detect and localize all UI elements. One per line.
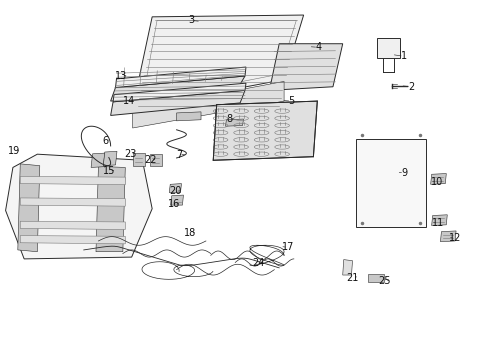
- Text: 6: 6: [103, 136, 109, 145]
- Polygon shape: [169, 184, 181, 193]
- Text: 20: 20: [169, 186, 181, 197]
- Polygon shape: [368, 274, 384, 282]
- Circle shape: [388, 143, 394, 147]
- Text: 17: 17: [282, 242, 294, 252]
- Text: 2: 2: [408, 82, 414, 92]
- Polygon shape: [216, 108, 240, 117]
- Text: 9: 9: [401, 168, 407, 178]
- Text: 15: 15: [103, 166, 115, 176]
- Text: 24: 24: [252, 258, 265, 268]
- Polygon shape: [213, 101, 318, 160]
- Polygon shape: [113, 83, 246, 102]
- Polygon shape: [20, 235, 125, 244]
- Polygon shape: [116, 67, 246, 87]
- Polygon shape: [150, 154, 162, 166]
- Text: 10: 10: [431, 177, 443, 187]
- FancyBboxPatch shape: [362, 166, 405, 206]
- Polygon shape: [171, 195, 183, 205]
- Text: 19: 19: [8, 146, 21, 156]
- Polygon shape: [133, 81, 284, 128]
- Polygon shape: [111, 76, 245, 101]
- Polygon shape: [20, 176, 125, 185]
- Polygon shape: [20, 198, 125, 206]
- Polygon shape: [91, 153, 105, 167]
- Text: 18: 18: [184, 228, 196, 238]
- Polygon shape: [356, 139, 426, 226]
- Polygon shape: [20, 221, 125, 229]
- Text: 21: 21: [346, 273, 359, 283]
- Text: 12: 12: [449, 233, 461, 243]
- Polygon shape: [103, 151, 117, 166]
- Polygon shape: [111, 90, 245, 116]
- Text: 7: 7: [176, 150, 182, 160]
- Text: 11: 11: [432, 218, 444, 228]
- Text: 25: 25: [378, 276, 391, 286]
- Polygon shape: [176, 112, 201, 121]
- Polygon shape: [377, 39, 400, 58]
- Text: 14: 14: [122, 96, 135, 106]
- Text: 22: 22: [145, 155, 157, 165]
- Polygon shape: [431, 174, 446, 184]
- Polygon shape: [5, 154, 152, 259]
- Text: 4: 4: [315, 42, 321, 52]
- Circle shape: [388, 218, 394, 222]
- Polygon shape: [18, 164, 40, 252]
- Polygon shape: [270, 44, 343, 90]
- Polygon shape: [133, 153, 145, 166]
- Polygon shape: [96, 166, 125, 252]
- Text: 8: 8: [226, 114, 232, 124]
- Text: 16: 16: [168, 199, 180, 210]
- Text: 1: 1: [401, 51, 407, 61]
- Text: 13: 13: [115, 71, 127, 81]
- Polygon shape: [225, 119, 244, 126]
- Polygon shape: [441, 231, 456, 242]
- Text: 23: 23: [124, 149, 136, 159]
- Polygon shape: [432, 215, 447, 226]
- Text: 5: 5: [288, 96, 294, 106]
- Polygon shape: [133, 15, 304, 108]
- Text: 3: 3: [188, 15, 195, 26]
- Polygon shape: [343, 260, 352, 275]
